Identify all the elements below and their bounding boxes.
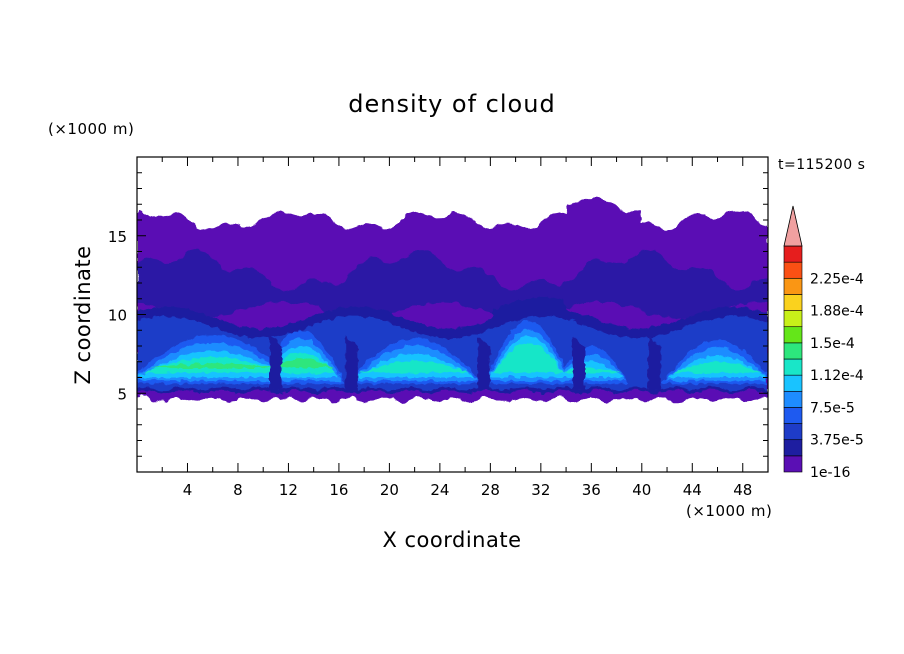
colorbar-label: 1.12e-4	[810, 368, 864, 384]
x-tick-label: 24	[430, 481, 449, 499]
colorbar-segment	[783, 326, 803, 344]
colorbar-label: 1.5e-4	[810, 336, 855, 352]
colorbar-segment	[783, 374, 803, 392]
colorbar-segment	[783, 310, 803, 328]
cloud-cell-level-7	[149, 363, 277, 369]
colorbar-segment	[783, 294, 803, 311]
x-tick-label: 44	[683, 481, 702, 499]
cloud-field	[137, 196, 768, 402]
y-axis-ticks: 5 10 15	[108, 172, 768, 457]
y-tick-label: 10	[108, 307, 127, 325]
x-tick-label: 20	[380, 481, 399, 499]
cloud-downdraft	[345, 336, 358, 391]
x-tick-label: 48	[733, 481, 752, 499]
colorbar-segment	[783, 358, 803, 376]
y-axis-unit: (×1000 m)	[48, 120, 134, 138]
colorbar-segment	[783, 342, 803, 360]
colorbar-label: 3.75e-5	[810, 433, 864, 449]
x-axis-ticks: 4 8 12 16 20 24 28 32 36 40 44 48	[161, 157, 752, 499]
cloud-downdraft	[477, 336, 491, 391]
cloud-downdraft	[269, 336, 283, 391]
colorbar-label: 2.25e-4	[810, 271, 864, 287]
colorbar-segment	[783, 423, 803, 441]
colorbar: 1e-16 3.75e-5 7.5e-5 1.12e-4 1.5e-4 1.88e-4 2.…	[783, 205, 864, 481]
colorbar-segment	[783, 407, 803, 424]
time-label: t=115200 s	[778, 157, 865, 173]
x-tick-label: 40	[632, 481, 651, 499]
colorbar-label: 1.88e-4	[810, 304, 864, 320]
x-tick-label: 8	[233, 481, 243, 499]
colorbar-segment	[783, 455, 803, 473]
colorbar-segment	[783, 439, 803, 457]
colorbar-segment	[783, 390, 803, 408]
x-axis-unit: (×1000 m)	[686, 502, 772, 520]
x-tick-label: 16	[329, 481, 348, 499]
cloud-downdraft	[648, 336, 661, 391]
colorbar-label: 7.5e-5	[810, 400, 855, 416]
y-tick-label: 5	[117, 385, 127, 403]
chart-title: density of cloud	[348, 90, 555, 118]
x-axis-label: X coordinate	[382, 528, 521, 552]
cloud-cell-level-6	[359, 360, 470, 373]
colorbar-label: 1e-16	[810, 465, 850, 481]
cloud-downdraft	[572, 336, 585, 391]
colorbar-segment	[783, 261, 803, 279]
colorbar-overflow-arrow	[783, 205, 803, 247]
colorbar-segment	[783, 245, 803, 263]
x-tick-label: 28	[481, 481, 500, 499]
colorbar-segment	[783, 277, 803, 295]
x-tick-label: 32	[531, 481, 550, 499]
cloud-cell-level-7	[269, 358, 333, 369]
cloud-band-level-1-upper	[137, 249, 768, 318]
cloud-cell-level-6	[493, 342, 564, 373]
y-tick-label: 15	[108, 228, 127, 246]
x-tick-label: 36	[582, 481, 601, 499]
cloud-cell-level-6	[672, 361, 763, 373]
y-axis-label: Z coordinate	[71, 245, 95, 384]
x-tick-label: 4	[183, 481, 193, 499]
x-tick-label: 12	[279, 481, 298, 499]
